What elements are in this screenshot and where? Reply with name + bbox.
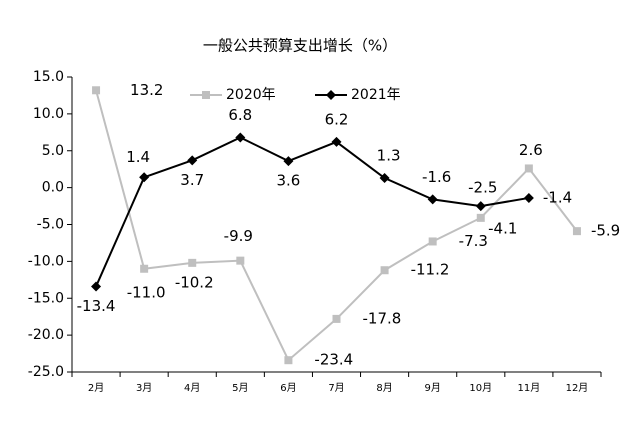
x-tick-label: 12月 [566,382,589,394]
x-tick-label: 6月 [280,382,296,394]
data-label: 3.7 [180,171,204,189]
marker [332,314,341,323]
y-tick-label: 0.0 [42,180,64,196]
data-label: -9.9 [224,227,253,245]
x-tick-label: 4月 [184,382,200,394]
data-label: 6.2 [325,110,349,128]
marker [476,213,485,222]
data-label: -4.1 [488,219,517,237]
marker [380,266,389,275]
y-tick-label: -10.0 [28,253,64,269]
y-tick-label: -5.0 [37,217,64,233]
marker [428,237,437,246]
data-label: -23.4 [314,351,353,369]
data-label: 6.8 [228,106,252,124]
data-label: -1.4 [543,188,572,206]
marker [236,256,245,265]
marker [379,173,390,184]
marker [427,194,438,205]
marker [187,155,198,166]
y-tick-label: -20.0 [28,327,64,343]
marker [475,201,486,212]
marker [92,86,101,95]
x-tick-label: 9月 [424,382,440,394]
data-label: -13.4 [77,297,116,315]
marker [235,132,246,143]
y-tick-label: 5.0 [42,143,64,159]
legend-label: 2020年 [226,87,276,103]
data-label: -2.5 [468,179,497,197]
marker [139,172,150,183]
chart-title: 一般公共预算支出增长（%） [203,37,397,55]
y-tick-label: 15.0 [33,69,64,85]
y-tick-label: -15.0 [28,290,64,306]
x-tick-label: 11月 [517,382,540,394]
data-label: -10.2 [175,273,214,291]
x-tick-label: 3月 [136,382,152,394]
data-label: 2.6 [519,141,543,159]
series-line [95,136,530,287]
marker [91,281,102,292]
data-label: -5.9 [591,222,620,240]
data-label: 1.3 [377,147,401,165]
data-label: 1.4 [126,148,150,166]
y-tick-label: 10.0 [33,106,64,122]
data-label: 3.6 [276,172,300,190]
data-label: -11.0 [127,283,166,301]
marker [202,91,210,99]
marker [188,258,197,267]
marker [140,264,149,273]
x-tick-label: 5月 [232,382,248,394]
marker [572,227,581,236]
x-tick-label: 2月 [88,382,104,394]
marker [326,90,336,100]
marker [523,192,534,203]
x-tick-label: 8月 [376,382,392,394]
marker [284,356,293,365]
y-tick-label: -25.0 [28,364,64,380]
data-label: -11.2 [411,261,450,279]
data-label: 13.2 [130,81,163,99]
marker [524,164,533,173]
data-label: -1.6 [422,168,451,186]
marker [331,136,342,147]
data-label: -17.8 [363,309,402,327]
x-tick-label: 10月 [469,382,492,394]
marker [283,156,294,167]
x-tick-label: 7月 [328,382,344,394]
data-label: -7.3 [459,232,488,250]
legend-label: 2021年 [351,87,401,103]
